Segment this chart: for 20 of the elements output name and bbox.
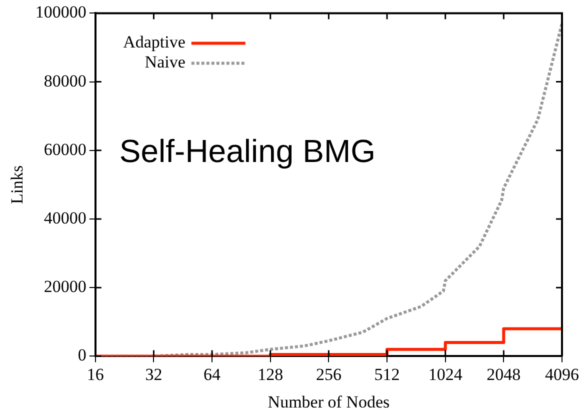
y-tick-label: 80000: [44, 71, 86, 90]
x-axis-title: Number of Nodes: [268, 392, 390, 412]
x-tick-label: 512: [374, 364, 400, 384]
annotation: Self-Healing BMG: [119, 133, 376, 170]
x-tick-label: 1024: [428, 364, 463, 384]
x-tick-label: 32: [145, 364, 162, 384]
legend-label: Naive: [144, 52, 186, 72]
y-tick-label: 0: [78, 346, 86, 365]
x-tick-label: 4096: [545, 364, 579, 384]
x-tick-label: 2048: [486, 364, 521, 384]
legend-label: Adaptive: [123, 32, 186, 52]
x-tick-label: 64: [204, 364, 222, 384]
y-axis-title: Links: [8, 165, 27, 204]
x-tick-label: 128: [258, 364, 284, 384]
y-tick-label: 40000: [44, 208, 86, 228]
y-tick-label: 20000: [44, 277, 86, 296]
y-tick-label: 60000: [44, 140, 86, 159]
x-tick-label: 16: [86, 364, 104, 384]
y-tick-label: 100000: [35, 2, 86, 22]
x-tick-label: 256: [316, 364, 342, 384]
